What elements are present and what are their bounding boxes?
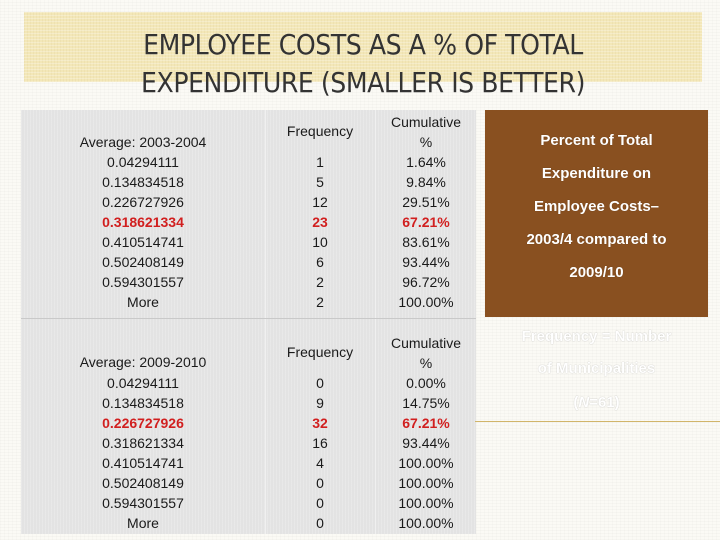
cumulative-value: 1.64%: [406, 154, 446, 170]
cumulative-value: 0.00%: [406, 375, 446, 391]
sidebar-line: Percent of Total: [540, 132, 653, 149]
sidebar-rule: [475, 421, 720, 422]
bin-value: 0.04294111: [107, 154, 179, 170]
frequency-value: 4: [316, 455, 324, 471]
frequency-value: 2: [316, 274, 324, 290]
sample-size-open: (: [573, 394, 579, 411]
cumulative-value: 100.00%: [398, 475, 454, 491]
sidebar-line: Expenditure on: [541, 165, 652, 182]
cumulative-value: 83.61%: [402, 234, 450, 250]
bin-header: Average: 2003-2004: [79, 134, 207, 150]
bin-value: 0.134834518: [102, 395, 184, 411]
frequency-value: 0: [316, 495, 324, 511]
cumulative-value: 14.75%: [402, 395, 450, 411]
bin-header: Average: 2009-2010: [79, 354, 207, 370]
frequency-header: Frequency: [286, 123, 354, 139]
bin-value: 0.04294111: [107, 375, 179, 391]
bin-value: 0.594301557: [102, 274, 184, 290]
bin-value: 0.318621334: [102, 435, 184, 451]
sidebar-note-line: Frequency = Number: [521, 328, 672, 345]
cumulative-value: 93.44%: [402, 435, 450, 451]
frequency-value: 9: [316, 395, 324, 411]
cumulative-value: 93.44%: [402, 254, 450, 270]
bin-value: 0.410514741: [102, 455, 184, 471]
frequency-tables: [21, 110, 476, 534]
bin-value: More: [127, 294, 159, 310]
bin-value: 0.502408149: [102, 475, 184, 491]
frequency-value: 32: [312, 415, 328, 431]
title-line-2: EXPENDITURE (SMALLER IS BETTER): [141, 66, 585, 99]
sample-size-n: N: [578, 394, 590, 411]
bin-value: 0.502408149: [102, 254, 184, 270]
cumulative-value: 100.00%: [398, 495, 454, 511]
cumulative-header: Cumulative: [390, 335, 462, 351]
cumulative-value: 100.00%: [398, 515, 454, 531]
sidebar-note-line: of Municipalities: [537, 360, 656, 377]
cumulative-value: 100.00%: [398, 294, 454, 310]
bin-value: 0.318621334: [102, 214, 184, 230]
bin-value: 0.410514741: [102, 234, 184, 250]
sidebar-line: Employee Costs–: [533, 198, 660, 215]
frequency-value: 0: [316, 475, 324, 491]
frequency-header: Frequency: [286, 344, 354, 360]
frequency-value: 12: [312, 194, 328, 210]
frequency-value: 23: [312, 214, 328, 230]
bin-value: 0.226727926: [102, 194, 184, 210]
title-line-1: EMPLOYEE COSTS AS A % OF TOTAL: [143, 28, 583, 61]
column-divider: [265, 110, 266, 534]
column-divider: [375, 110, 376, 534]
frequency-value: 6: [316, 254, 324, 270]
title-band: EMPLOYEE COSTS AS A % OF TOTAL EXPENDITU…: [24, 12, 702, 99]
frequency-value: 0: [316, 375, 324, 391]
sample-size-value: =61): [589, 394, 620, 411]
sidebar-line: 2009/10: [569, 264, 624, 281]
cumulative-header: Cumulative: [390, 114, 462, 130]
frequency-value: 5: [316, 174, 324, 190]
bin-value: 0.134834518: [102, 174, 184, 190]
sidebar-description: Percent of Total Expenditure on Employee C…: [485, 110, 708, 317]
cumulative-header-unit: %: [419, 134, 433, 150]
frequency-value: 16: [312, 435, 328, 451]
table-separator: [21, 318, 476, 319]
frequency-value: 2: [316, 294, 324, 310]
bin-value: 0.594301557: [102, 495, 184, 511]
frequency-value: 1: [316, 154, 324, 170]
cumulative-value: 29.51%: [402, 194, 450, 210]
frequency-value: 0: [316, 515, 324, 531]
cumulative-value: 100.00%: [398, 455, 454, 471]
cumulative-value: 67.21%: [402, 214, 450, 230]
cumulative-value: 9.84%: [406, 174, 446, 190]
sample-size: (N=61): [475, 394, 718, 411]
cumulative-value: 96.72%: [402, 274, 450, 290]
sidebar-note: Frequency = Number of Municipalities (N=61…: [475, 322, 718, 422]
cumulative-header-unit: %: [419, 355, 433, 371]
sidebar-line: 2003/4 compared to: [526, 231, 667, 248]
bin-value: More: [127, 515, 159, 531]
bin-value: 0.226727926: [102, 415, 184, 431]
cumulative-value: 67.21%: [402, 415, 450, 431]
frequency-value: 10: [312, 234, 328, 250]
